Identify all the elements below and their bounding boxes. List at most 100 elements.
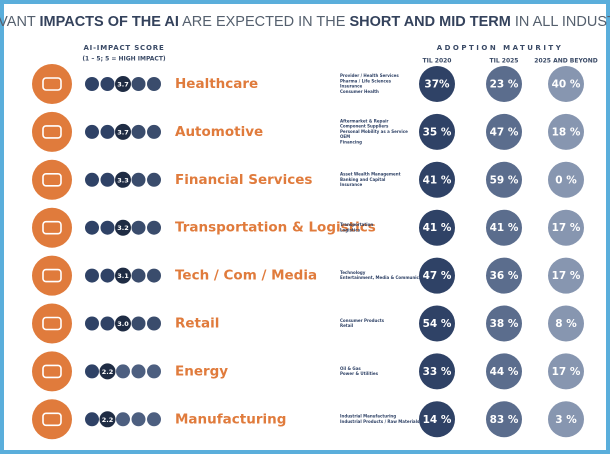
score-dot-plain <box>85 268 99 283</box>
score-dot-plain <box>147 364 161 379</box>
segment: Personal Mobility as a Service <box>340 129 408 134</box>
title-part: SHORT AND MID TERM <box>349 14 510 30</box>
score-dot-plain <box>116 364 130 379</box>
score-dot-plain <box>100 220 115 235</box>
adoption-circle <box>548 113 584 150</box>
segment: Industrial Products / Raw Materials <box>340 419 420 424</box>
segment: OEM <box>340 134 350 139</box>
industry-icon <box>32 207 72 248</box>
industry-name: Healthcare <box>175 76 258 92</box>
icon-glyph <box>42 125 62 139</box>
industry-icon <box>32 255 72 296</box>
title-part: ARE EXPECTED IN THE <box>179 14 350 30</box>
icon-glyph <box>42 316 62 331</box>
score-dot-plain <box>147 316 161 331</box>
adoption-circle <box>486 257 522 294</box>
adoption-circle <box>548 401 584 438</box>
industry-icon <box>32 351 72 392</box>
adoption-circle <box>486 401 522 438</box>
adoption-circle <box>486 113 522 150</box>
score-dot-plain <box>85 316 99 331</box>
score-dot-plain <box>147 172 161 187</box>
adoption-label: 37% <box>424 79 450 91</box>
adoption-circle <box>486 209 522 246</box>
adoption-label: 40 % <box>552 79 581 91</box>
score-dot <box>115 315 131 332</box>
adoption-label: 44 % <box>490 366 519 378</box>
adoption-label: 47 % <box>490 126 519 138</box>
score-note: (1 – 5; 5 = HIGH IMPACT) <box>82 56 166 63</box>
score-label: 3.3 <box>117 176 129 184</box>
score-dot-plain <box>100 77 115 91</box>
score-dot-plain <box>131 316 146 331</box>
adoption-circle <box>486 66 522 102</box>
score-dot-plain <box>100 316 115 331</box>
segment: Power & Utilities <box>340 371 379 376</box>
adoption-circle <box>486 305 522 342</box>
adoption-label: 33 % <box>423 366 452 378</box>
adoption-label: 3 % <box>555 414 577 426</box>
adoption-label: 41 % <box>423 222 452 234</box>
score-dot <box>115 171 131 188</box>
score-dot-plain <box>85 124 99 139</box>
adoption-label: 17 % <box>552 222 581 234</box>
adoption-label: 41 % <box>423 174 452 186</box>
score-dot-plain <box>131 412 146 427</box>
score-header: AI-IMPACT SCORE <box>83 44 164 52</box>
adoption-label: 23 % <box>490 79 519 91</box>
adoption-label: 0 % <box>555 174 577 186</box>
score-label: 2.2 <box>102 368 114 376</box>
adoption-label: 17 % <box>552 366 581 378</box>
adoption-circle <box>486 353 522 390</box>
score-dot-plain <box>147 220 161 235</box>
adoption-circle <box>419 161 455 198</box>
segment: Insurance <box>340 182 362 187</box>
adoption-label: 17 % <box>552 270 581 282</box>
icon-glyph <box>42 364 62 379</box>
adoption-label: 14 % <box>423 414 452 426</box>
segment: Transportation <box>340 222 373 227</box>
segment: Financing <box>340 139 362 144</box>
industry-icon <box>32 159 72 200</box>
score-dot <box>99 411 116 428</box>
column-header: TIL 2020 <box>423 58 452 65</box>
score-dot-plain <box>85 172 99 187</box>
industry-name: Retail <box>175 316 219 332</box>
adoption-circle <box>548 209 584 246</box>
column-header: 2025 AND BEYOND <box>534 58 597 65</box>
industry-name: Financial Services <box>175 172 312 188</box>
score-dot-plain <box>100 172 115 187</box>
adoption-circle <box>419 66 455 102</box>
segment: Entertainment, Media & Communications <box>340 275 433 280</box>
score-dot-plain <box>131 220 146 235</box>
industry-name: Tech / Com / Media <box>175 268 317 284</box>
adoption-circle <box>419 209 455 246</box>
adoption-label: 36 % <box>490 270 519 282</box>
score-dot-plain <box>147 412 161 427</box>
score-dot-plain <box>85 77 99 91</box>
adoption-label: 41 % <box>490 222 519 234</box>
industry-icon <box>32 399 72 440</box>
score-dot-plain <box>85 364 99 379</box>
segment: Consumer Products <box>340 318 385 323</box>
title-part: IN ALL INDUSTRIES <box>511 14 610 30</box>
score-dot-plain <box>147 77 161 91</box>
score-dot-plain <box>131 124 146 139</box>
score-dot <box>115 123 131 140</box>
industry-icon <box>32 111 72 152</box>
industry-icon <box>32 64 72 104</box>
adoption-label: 35 % <box>423 126 452 138</box>
icon-glyph <box>42 173 62 187</box>
title-part: IMPACTS OF THE AI <box>40 14 179 30</box>
score-dot-plain <box>131 268 146 283</box>
score-label: 3.2 <box>117 224 129 232</box>
score-dot-plain <box>131 77 146 91</box>
score-dot <box>115 267 131 284</box>
icon-glyph <box>42 77 62 91</box>
adoption-circle <box>419 257 455 294</box>
score-dot <box>99 363 116 380</box>
score-dot-plain <box>100 268 115 283</box>
segment: Aftermarket & Repair <box>340 119 388 124</box>
score-dot-plain <box>147 268 161 283</box>
